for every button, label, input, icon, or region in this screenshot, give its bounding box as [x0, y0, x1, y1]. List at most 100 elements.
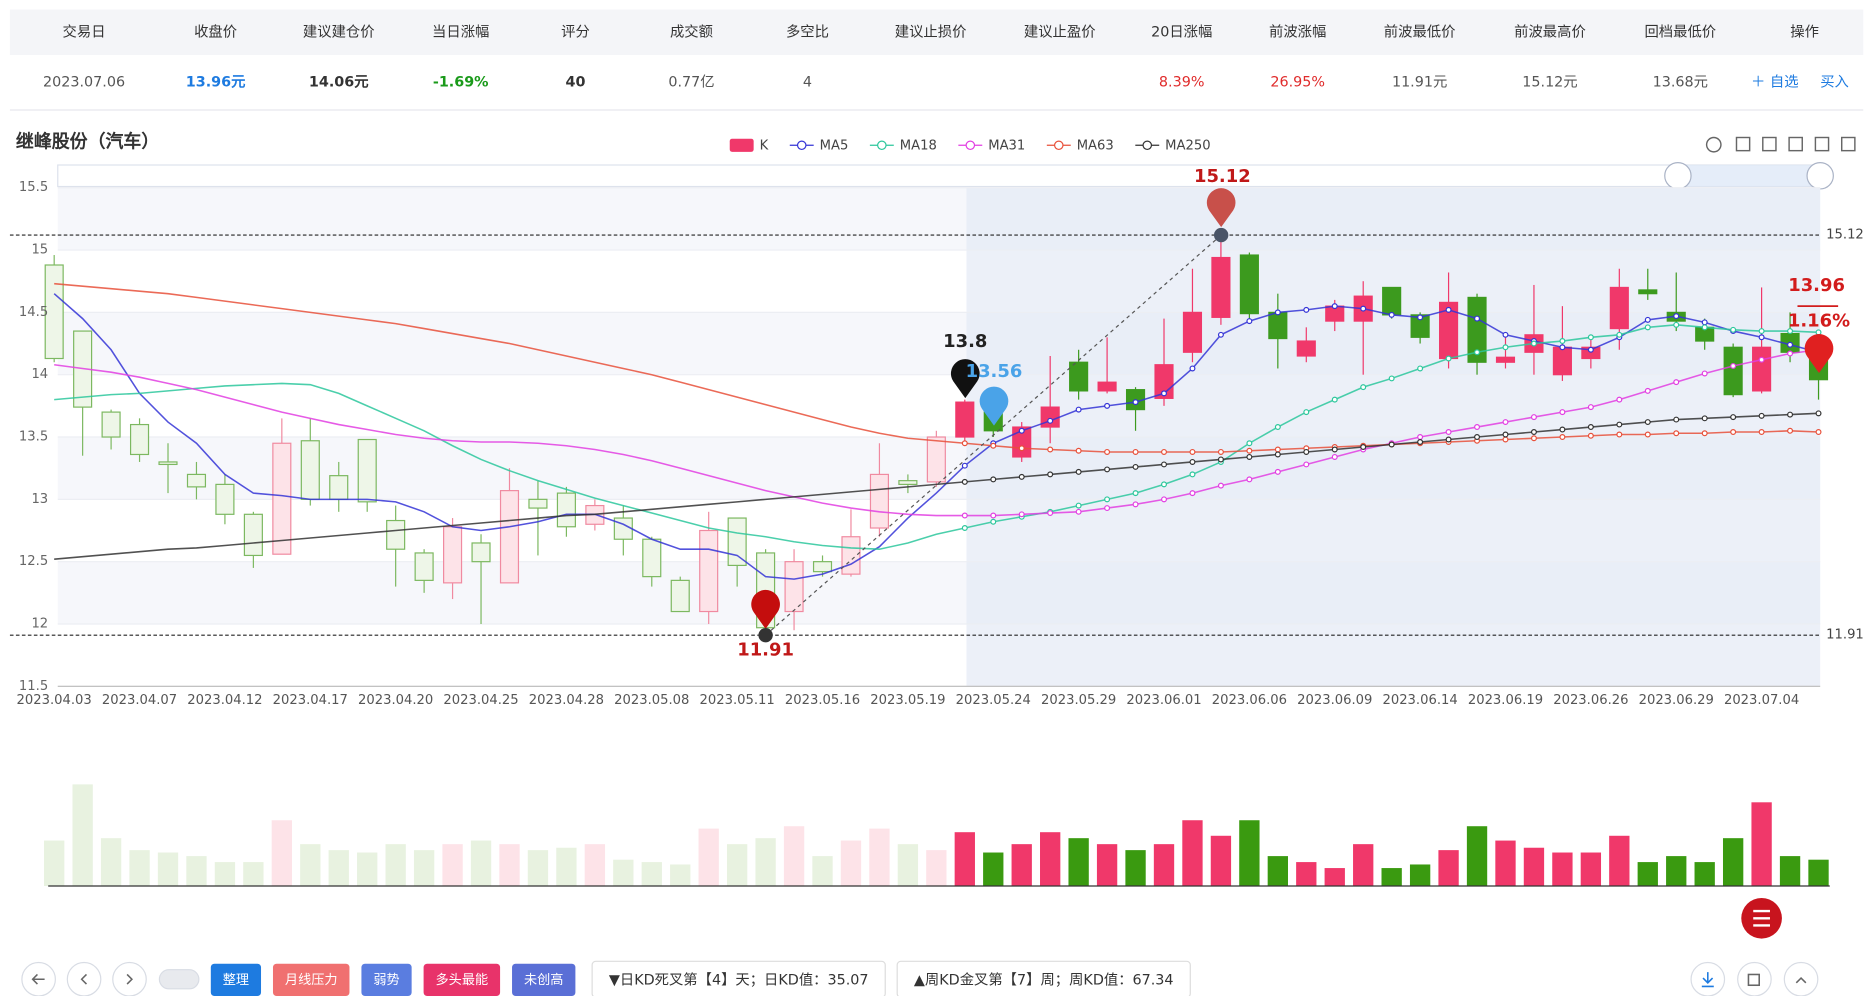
ma-point — [1701, 370, 1708, 377]
ma-point — [990, 512, 997, 519]
ma-point — [1331, 303, 1338, 310]
plot — [9, 187, 1834, 687]
volume-bar — [869, 828, 890, 886]
tool-zoom[interactable] — [1735, 136, 1751, 152]
copy[interactable] — [1737, 961, 1772, 996]
candle-body — [1382, 286, 1402, 316]
volume-bar — [755, 838, 776, 886]
nav-next[interactable] — [112, 961, 147, 996]
tool-save[interactable] — [1840, 136, 1856, 152]
toggle[interactable] — [158, 969, 200, 990]
ma-point — [1559, 434, 1566, 441]
y-tick-label: 13.5 — [19, 430, 48, 445]
ma-point — [1616, 431, 1623, 438]
ma-point — [1047, 471, 1054, 478]
volume-bar — [1239, 820, 1260, 886]
candle-body — [869, 473, 889, 529]
volume-bar — [726, 844, 748, 886]
ma-point — [1246, 453, 1253, 460]
ma-point — [1161, 496, 1167, 503]
ma-point — [1217, 331, 1224, 338]
x-tick-label: 2023.05.24 — [956, 693, 1031, 708]
x-tick-label: 2023.06.26 — [1553, 693, 1628, 708]
cell: 15.12元 — [1522, 75, 1577, 91]
column-header: 操作 — [1790, 23, 1819, 40]
column-header: 建议止盈价 — [1024, 23, 1096, 40]
volume-bar — [243, 862, 264, 886]
candle-body — [727, 517, 747, 567]
trend-line — [765, 234, 1222, 636]
ma-point — [1217, 456, 1224, 463]
tool-back[interactable] — [1762, 136, 1777, 152]
ma-line — [53, 293, 1819, 580]
candle-body — [556, 492, 576, 528]
legend-swatch — [877, 140, 887, 151]
ma-point — [1018, 445, 1025, 452]
ma-point — [1730, 414, 1737, 421]
cell: 11.91元 — [1392, 75, 1447, 91]
zoom-handle[interactable] — [1664, 162, 1692, 190]
ma-point — [961, 462, 968, 469]
ma-point — [1445, 436, 1452, 443]
y-tick-label: 12 — [31, 616, 48, 631]
ma-point — [1360, 384, 1367, 391]
candle-body — [642, 538, 662, 578]
x-tick-label: 2023.07.04 — [1724, 693, 1799, 708]
icon — [1795, 976, 1807, 984]
ma-point — [1673, 416, 1680, 423]
volume-bar — [1381, 868, 1402, 886]
candle-body — [670, 579, 690, 613]
cell: 40 — [566, 75, 586, 91]
pin-dot — [758, 628, 773, 643]
volume-bar — [1637, 862, 1658, 886]
candle-body — [101, 411, 121, 438]
volume-bar — [1609, 835, 1630, 886]
cell: 2023.07.06 — [43, 75, 125, 91]
ma-point — [1587, 334, 1594, 341]
tag-button[interactable] — [512, 963, 576, 996]
candle-body — [1552, 346, 1572, 376]
volume-bar — [1438, 850, 1459, 886]
tag-button[interactable] — [361, 963, 412, 996]
ma-point — [1303, 448, 1310, 455]
volume-bar — [1353, 844, 1374, 886]
candle-body — [841, 536, 861, 575]
zoom-handle[interactable] — [1806, 162, 1834, 190]
ma-point — [1530, 435, 1537, 442]
column-header: 前波最高价 — [1514, 23, 1586, 40]
tag-button[interactable] — [210, 963, 262, 996]
nav-prev[interactable] — [66, 961, 102, 996]
column-header: 收盘价 — [194, 22, 237, 40]
tool-refresh[interactable] — [1705, 136, 1722, 153]
ma-point — [1331, 453, 1338, 460]
ma-point — [1701, 415, 1708, 422]
candle-body — [1239, 254, 1259, 315]
scroll-top[interactable] — [1783, 961, 1819, 996]
ma-point — [1417, 314, 1424, 321]
tool-restore[interactable] — [1788, 136, 1803, 152]
ma-point — [1360, 305, 1367, 312]
ma-point — [1331, 446, 1338, 453]
action-link[interactable]: 买入 — [1820, 74, 1849, 91]
tool-select[interactable] — [1814, 136, 1830, 152]
volume-bar — [1324, 868, 1345, 886]
ma-point — [1161, 481, 1167, 488]
zoom-window[interactable] — [1677, 165, 1821, 187]
pin — [1206, 188, 1236, 228]
x-tick-label: 2023.05.19 — [870, 693, 945, 708]
zoom-track — [57, 164, 1821, 188]
volume-bar — [1267, 856, 1288, 886]
volume-bar — [1466, 826, 1488, 886]
tag-button[interactable] — [272, 963, 350, 996]
change-label: 1.16% — [1788, 311, 1850, 332]
ma-point — [1587, 346, 1594, 353]
ma-point — [1303, 409, 1310, 416]
tag-label: 月线压力 — [285, 972, 338, 988]
tag-button[interactable] — [423, 963, 501, 996]
candle-body — [1296, 340, 1316, 357]
candle-body — [215, 483, 235, 515]
volume-bar — [926, 850, 947, 886]
x-tick-label: 2023.05.16 — [785, 693, 860, 708]
volume-bar — [129, 850, 150, 886]
action-link[interactable]: ＋ 自选 — [1751, 74, 1799, 91]
